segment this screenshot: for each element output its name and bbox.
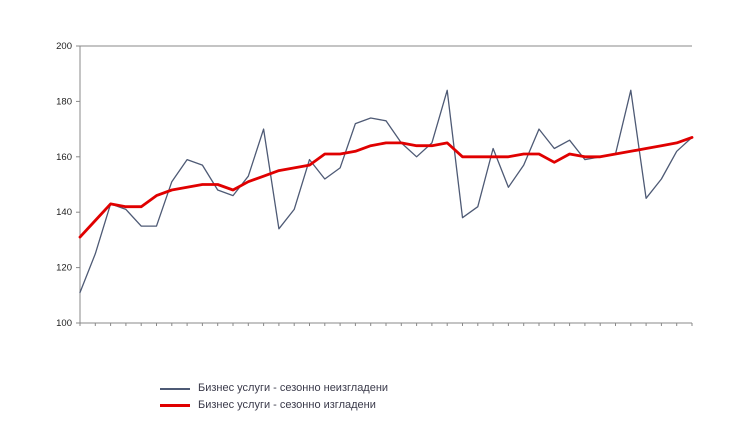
y-tick-label: 140 [56, 207, 72, 218]
y-tick-label: 200 [56, 41, 72, 52]
y-tick-label: 160 [56, 152, 72, 163]
legend-label-adjusted: Бизнес услуги - сезонно изгладени [198, 399, 376, 411]
chart-canvas: 100 120 140 160 180 200 [56, 41, 694, 329]
legend-item-adjusted: Бизнес услуги - сезонно изгладени [160, 399, 388, 412]
y-tick-label: 100 [56, 318, 72, 329]
line-chart: 100 120 140 160 180 200 [56, 41, 694, 329]
series-line-adjusted [78, 135, 694, 239]
legend-line-swatch-unadjusted [160, 387, 190, 390]
series-line-unadjusted [79, 89, 693, 294]
y-tick-label: 180 [56, 96, 72, 107]
legend-line-swatch-adjusted [160, 404, 190, 407]
legend-item-unadjusted: Бизнес услуги - сезонно неизгладени [160, 382, 388, 395]
y-tick-label: 120 [56, 263, 72, 274]
chart-legend: Бизнес услуги - сезонно неизгладени Бизн… [160, 382, 388, 412]
legend-label-unadjusted: Бизнес услуги - сезонно неизгладени [198, 382, 389, 394]
